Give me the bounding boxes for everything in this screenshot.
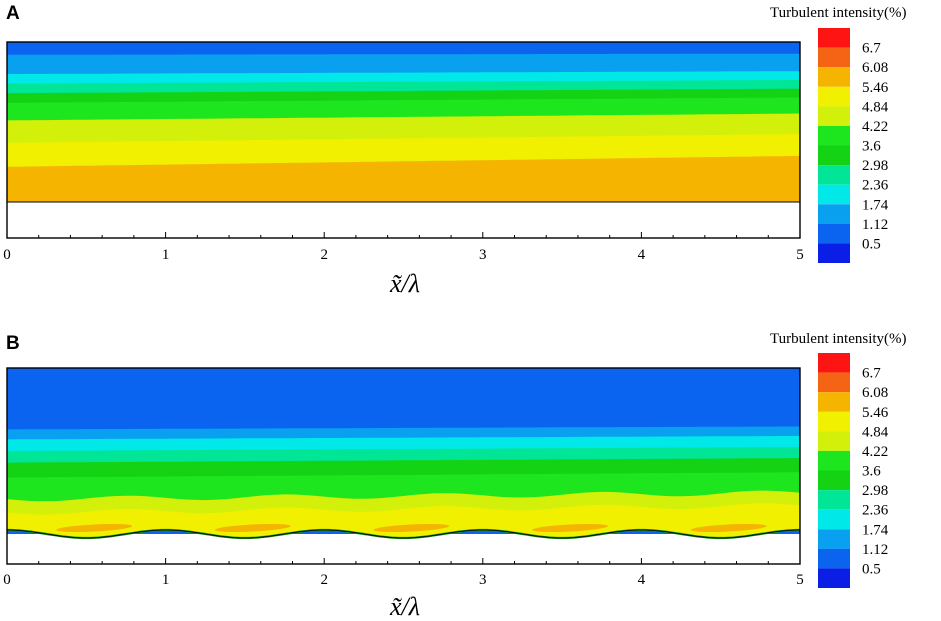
panel-b-legend-level-label: 0.5 — [862, 561, 881, 577]
panel-a-legend-level-label: 3.6 — [862, 139, 881, 155]
panel-b-legend-swatch — [818, 568, 850, 588]
panel-a-legend-level-label: 0.5 — [862, 236, 881, 252]
panel-b-legend-level-label: 6.7 — [862, 366, 881, 382]
panel-a-x-tick-label: 0 — [3, 247, 11, 263]
panel-b-local-max-region — [532, 523, 608, 533]
panel-b-legend-swatch — [818, 470, 850, 491]
panel-a-legend-level-label: 1.12 — [862, 217, 888, 233]
panel-b-legend-swatch — [818, 529, 850, 549]
panel-a-legend-level-label: 2.36 — [862, 178, 889, 194]
panel-b-legend-level-label: 4.84 — [862, 424, 889, 440]
panel-a-x-axis-label: x̃/λ — [389, 269, 420, 298]
panel-b-x-tick-label: 0 — [3, 572, 11, 588]
panel-b-legend-swatch — [818, 353, 850, 373]
panel-a-legend-swatch — [818, 223, 850, 244]
panel-a-x-tick-label: 3 — [479, 247, 487, 263]
panel-b-x-tick-label: 4 — [638, 572, 646, 588]
panel-a-legend-level-label: 6.08 — [862, 60, 888, 76]
panel-b-contour-plot — [6, 367, 801, 565]
panel-a-legend-swatch — [818, 28, 850, 48]
panel-b-legend-swatch — [818, 509, 850, 530]
panel-b-legend-level-label: 3.6 — [862, 464, 881, 480]
panel-a-legend-level-label: 6.7 — [862, 41, 881, 57]
panel-a-x-axis: 0 1 2 3 4 5 — [3, 232, 804, 263]
panel-a-colorbar-legend: Turbulent intensity(%) 6.7 6.08 5.46 4.84 4.… — [770, 5, 907, 263]
panel-a-legend-level-label: 4.84 — [862, 99, 889, 115]
panel-b-x-axis: 0 1 2 3 4 5 — [3, 558, 804, 588]
panel-b-local-max-region — [214, 523, 291, 533]
panel-b-legend-level-label: 4.22 — [862, 444, 888, 460]
panel-b-letter: B — [6, 333, 20, 354]
panel-b-local-max-region — [373, 523, 450, 533]
panel-b-legend-level-label: 1.74 — [862, 522, 889, 538]
panel-b-frame — [6, 367, 801, 565]
panel-a-legend-swatch — [818, 165, 850, 185]
panel-a-legend-swatch — [818, 145, 850, 166]
panel-b: B 0 1 2 3 4 5 x̃/λ Turbulent intensity(%) 6.7… — [3, 331, 906, 621]
panel-a-legend-swatch — [818, 106, 850, 126]
panel-a-x-tick-label: 4 — [638, 247, 646, 263]
panel-b-x-tick-label: 2 — [320, 572, 328, 588]
panel-a-legend-level-label: 4.22 — [862, 119, 888, 135]
panel-a-frame — [6, 41, 801, 239]
panel-b-legend-swatch — [818, 431, 850, 451]
panel-a-legend-swatch — [818, 243, 850, 263]
panel-b-x-tick-label: 5 — [796, 572, 804, 588]
panel-b-wall-outline — [7, 529, 800, 539]
panel-b-legend-swatch — [818, 372, 850, 393]
panel-b-legend-level-label: 2.98 — [862, 483, 888, 499]
panel-b-local-max-region — [690, 523, 767, 533]
panel-a-x-tick-label: 1 — [162, 247, 170, 263]
panel-a-legend-level-label: 2.98 — [862, 158, 888, 174]
panel-a-legend-swatch — [818, 86, 850, 107]
panel-b-legend-level-label: 1.12 — [862, 542, 888, 558]
panel-b-x-axis-label: x̃/λ — [389, 592, 420, 621]
panel-a-contour-plot — [6, 41, 801, 239]
panel-b-legend-level-label: 5.46 — [862, 405, 889, 421]
panel-b-legend-swatch — [818, 411, 850, 432]
panel-b-colorbar-legend: Turbulent intensity(%) 6.7 6.08 5.46 4.84 4.… — [770, 331, 907, 588]
panel-b-x-tick-label: 1 — [162, 572, 170, 588]
panel-b-band-4.84 — [7, 503, 800, 538]
panel-a-band-5.46 — [7, 155, 800, 202]
panel-b-legend-swatch — [818, 548, 850, 569]
panel-a-legend-swatch — [818, 67, 850, 87]
panel-b-legend-swatch — [818, 450, 850, 471]
panel-b-local-max-region — [56, 523, 133, 533]
panel-b-legend-level-label: 6.08 — [862, 385, 888, 401]
panel-a-x-tick-label: 2 — [320, 247, 328, 263]
panel-a-x-tick-label: 5 — [796, 247, 804, 263]
panel-a-legend-swatch — [818, 184, 850, 205]
panel-b-legend-swatch — [818, 392, 850, 412]
panel-a: A 0 1 2 3 4 5 x̃/λ Turbulent intensity(%) 6.7… — [3, 3, 906, 298]
panel-a-legend-level-label: 1.74 — [862, 197, 889, 213]
panel-a-legend-title: Turbulent intensity(%) — [770, 5, 907, 21]
panel-a-legend-level-label: 5.46 — [862, 80, 889, 96]
panel-a-legend-swatch — [818, 47, 850, 68]
panel-b-legend-title: Turbulent intensity(%) — [770, 331, 907, 347]
panel-a-letter: A — [6, 3, 20, 24]
panel-a-legend-swatch — [818, 125, 850, 146]
panel-b-legend-swatch — [818, 490, 850, 510]
panel-a-legend-swatch — [818, 204, 850, 224]
panel-b-legend-level-label: 2.36 — [862, 503, 889, 519]
panel-b-x-tick-label: 3 — [479, 572, 487, 588]
